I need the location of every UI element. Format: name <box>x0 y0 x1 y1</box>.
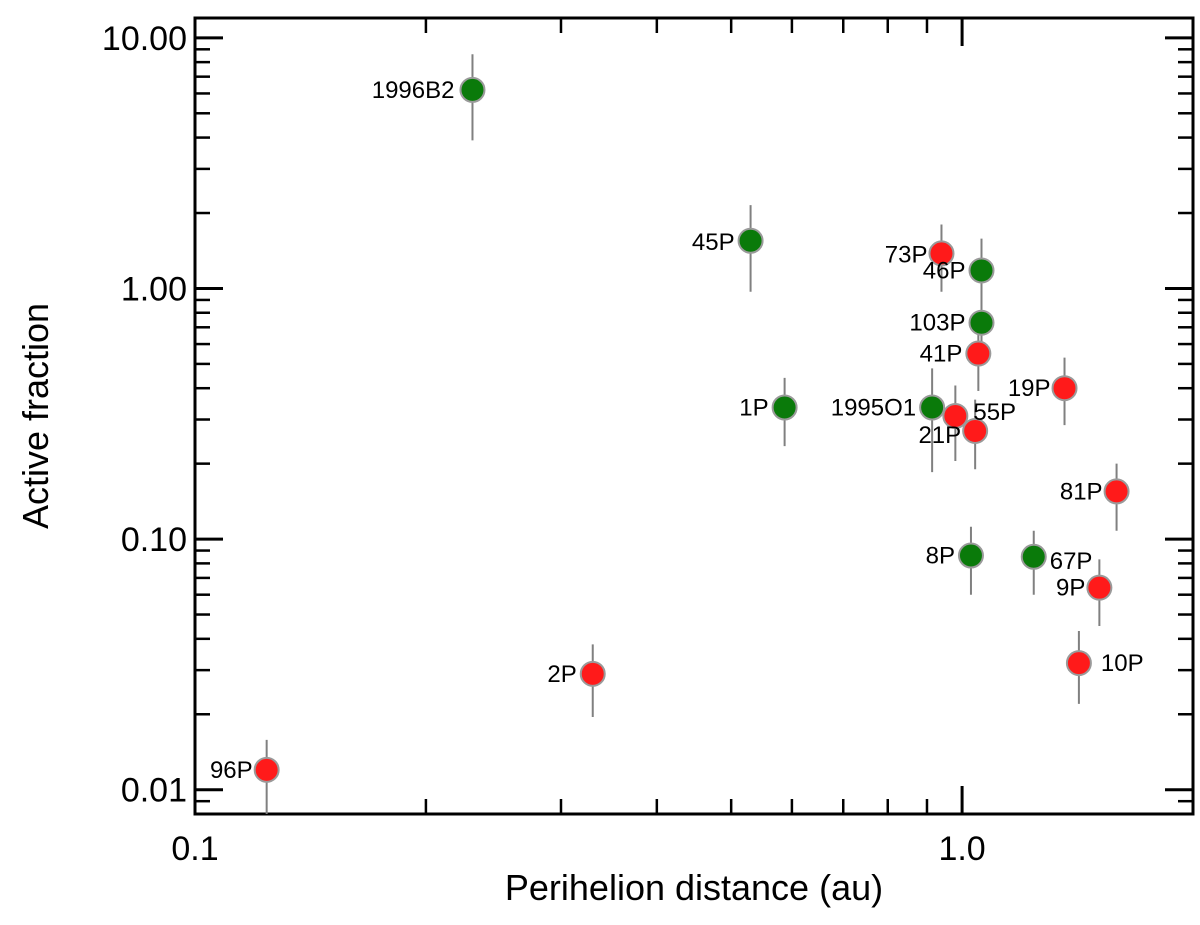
y-tick-label: 1.00 <box>121 270 187 308</box>
y-tick-label: 10.00 <box>102 20 187 58</box>
plot-frame <box>193 16 1195 816</box>
y-tick-label: 0.10 <box>121 521 187 559</box>
point-labels: 1996B2 45P 46P 103P 1P 1995O1 8P 67P 73P 41P 19P55… <box>210 77 1144 784</box>
point-label: 46P <box>923 257 966 284</box>
y-tick-label: 0.01 <box>121 772 187 810</box>
point-label: 1P <box>739 395 768 422</box>
point-label: 96P <box>210 757 253 784</box>
point-label: 67P <box>1050 548 1093 575</box>
point-label: 10P <box>1101 650 1144 677</box>
point-label: 8P <box>926 543 955 570</box>
point-label: 41P <box>920 341 963 368</box>
data-point <box>1051 375 1078 402</box>
point-label: 2P <box>547 661 576 688</box>
data-point <box>968 257 995 284</box>
data-point <box>253 756 280 783</box>
point-label: 81P <box>1060 478 1103 505</box>
data-point <box>737 227 764 254</box>
data-point <box>965 340 992 367</box>
data-point <box>1103 478 1130 505</box>
point-label: 73P <box>885 241 928 268</box>
data-point <box>919 394 946 421</box>
y-axis-label: Active fraction <box>15 303 56 529</box>
data-point <box>1086 574 1113 601</box>
error-bars <box>265 54 1118 814</box>
data-point <box>942 402 969 429</box>
point-label: 9P <box>1056 575 1085 602</box>
data-point <box>962 417 989 444</box>
point-label: 1996B2 <box>372 77 455 104</box>
data-point <box>459 76 486 103</box>
data-point <box>771 394 798 421</box>
data-point <box>579 660 606 687</box>
point-label: 45P <box>692 229 735 256</box>
major-ticks <box>193 18 1193 814</box>
point-label: 21P <box>918 422 961 449</box>
plot-frame-rect <box>193 16 1195 816</box>
data-point <box>1020 543 1047 570</box>
minor-ticks <box>195 18 1195 816</box>
point-label: 55P <box>973 399 1016 426</box>
x-tick-label: 1.0 <box>938 830 985 868</box>
data-points <box>253 76 1130 783</box>
point-label: 19P <box>1008 375 1051 402</box>
data-point <box>957 542 984 569</box>
tick-labels: 0.01 0.10 1.00 10.00 0.1 1.0 <box>102 20 986 868</box>
axis-labels: Perihelion distance (au) Active fraction <box>15 303 883 908</box>
point-label: 1995O1 <box>831 395 916 422</box>
data-point <box>928 240 955 267</box>
x-tick-label: 0.1 <box>171 830 218 868</box>
data-point <box>1065 650 1092 677</box>
point-label: 103P <box>909 310 965 337</box>
data-point <box>968 309 995 336</box>
x-axis-label: Perihelion distance (au) <box>505 867 883 908</box>
